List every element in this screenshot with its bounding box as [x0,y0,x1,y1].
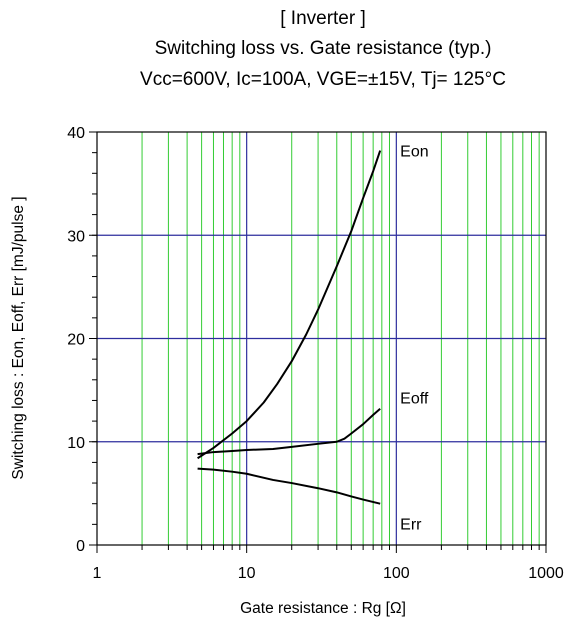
y-tick-label: 30 [67,228,85,245]
y-tick-label: 10 [67,435,85,452]
x-tick-label: 100 [383,565,410,582]
y-axis-title: Switching loss : Eon, Eoff, Err [mJ/puls… [10,196,27,479]
chart-title: [ Inverter ] [280,8,366,29]
plot-area: 0 10 20 30 40 1 10 100 1000 Eon Eoff Err [67,125,564,582]
x-axis-title: Gate resistance : Rg [Ω] [240,600,406,617]
series-line-eoff [197,407,381,456]
y-tick-label: 20 [67,332,85,349]
series-label-eoff: Eoff [400,391,429,408]
series-line-eon [197,150,382,460]
x-tick-label: 1000 [528,565,564,582]
y-tick-label: 0 [76,538,85,555]
plot-frame [96,131,547,546]
x-tick-label: 1 [93,565,102,582]
series-label-eon: Eon [400,144,428,161]
series-label-err: Err [400,517,422,534]
chart-subtitle: Switching loss vs. Gate resistance (typ.… [155,38,492,59]
y-tick-label: 40 [67,125,85,142]
x-tick-label: 10 [238,565,256,582]
chart-conditions: Vcc=600V, Ic=100A, VGE=±15V, Tj= 125°C [140,69,506,90]
series-line-err [197,467,381,505]
